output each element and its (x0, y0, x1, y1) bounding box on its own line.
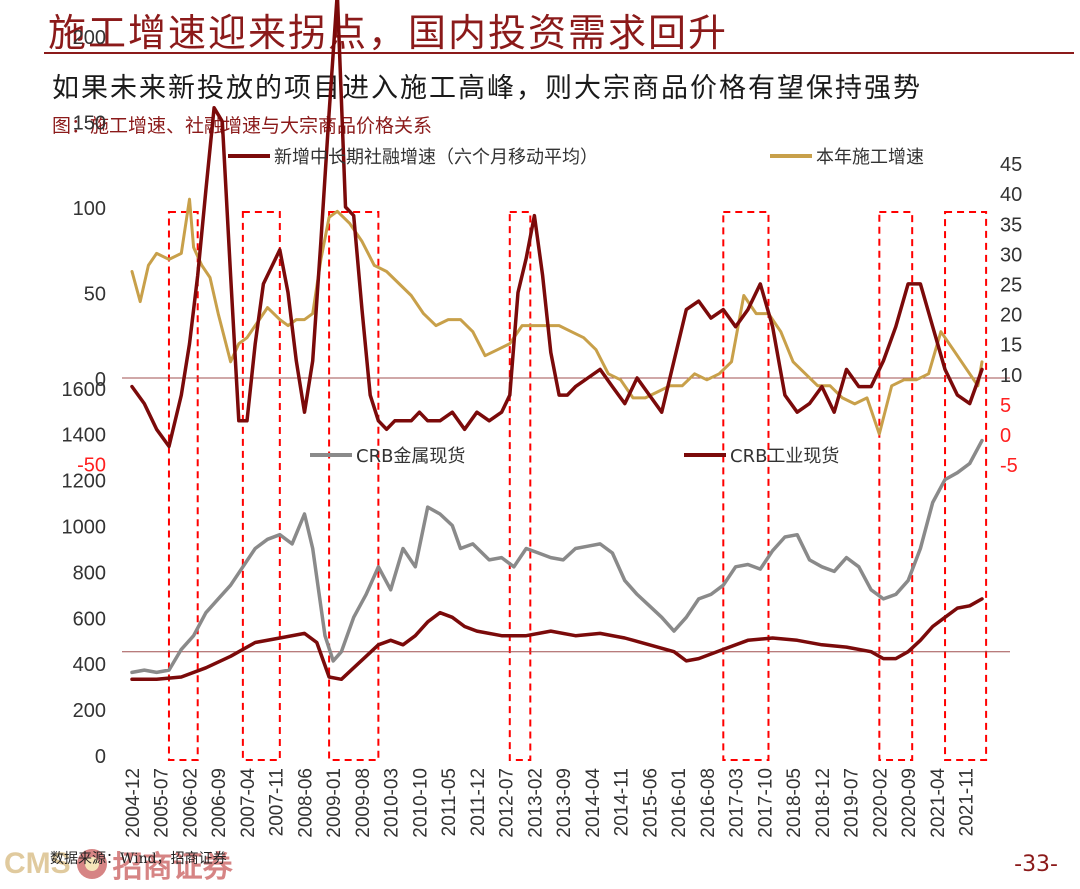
x-tick-label: 2014-04 (583, 768, 604, 838)
bottom-tick-label: 800 (73, 562, 106, 584)
x-tick-label: 2009-08 (353, 768, 374, 838)
page-number: -33- (1014, 852, 1058, 877)
bottom-tick-label: 1600 (62, 379, 107, 401)
figure-title: 图：施工增速、社融增速与大宗商品价格关系 (52, 115, 433, 137)
right-tick-label: 20 (1000, 305, 1022, 327)
highlight-box-2 (328, 211, 380, 761)
legend-crb-metals-label: CRB金属现货 (356, 446, 465, 467)
right-tick-label: 35 (1000, 214, 1022, 236)
highlight-box-5 (878, 211, 914, 761)
title-divider (44, 52, 1074, 54)
x-tick-label: 2005-07 (152, 768, 173, 838)
x-tick-label: 2008-06 (295, 768, 316, 838)
company-logo: CMS 招商证券 (4, 842, 233, 886)
x-tick-label: 2018-05 (784, 768, 805, 838)
legend-construction-growth-label: 本年施工增速 (816, 147, 924, 168)
highlight-box-6 (944, 211, 988, 761)
x-tick-label: 2017-10 (755, 768, 776, 838)
highlight-box-1 (241, 211, 281, 761)
bottom-tick-label: 1000 (62, 517, 107, 539)
series-line-crb-metals (130, 438, 984, 675)
x-tick-label: 2016-08 (698, 768, 719, 838)
x-tick-label: 2010-10 (410, 768, 431, 838)
x-tick-label: 2013-02 (525, 768, 546, 838)
right-tick-label: 15 (1000, 335, 1022, 357)
page-title: 施工增速迎来拐点，国内投资需求回升 (48, 11, 729, 55)
logo-cms-text: CMS (4, 847, 71, 880)
x-tick-label: 2006-09 (209, 768, 230, 838)
x-tick-label: 2017-03 (727, 768, 748, 838)
x-tick-label: 2014-11 (612, 768, 633, 836)
right-tick-label: 5 (1000, 395, 1011, 417)
x-tick-label: 2009-01 (324, 768, 345, 838)
bottom-tick-label: 1200 (62, 471, 107, 493)
highlight-box-4 (722, 211, 770, 761)
x-tick-label: 2021-11 (957, 768, 978, 836)
x-tick-label: 2019-07 (842, 768, 863, 838)
x-tick-label: 2020-02 (870, 768, 891, 838)
highlight-box-3 (508, 211, 532, 761)
logo-company-name: 招商证券 (112, 850, 233, 885)
logo-emblem-icon (76, 849, 107, 879)
x-tick-label: 2013-09 (554, 768, 575, 838)
x-tick-label: 2004-12 (123, 768, 144, 838)
right-tick-label: -5 (1000, 455, 1018, 477)
x-tick-label: 2007-04 (238, 768, 259, 838)
right-tick-label: 25 (1000, 275, 1022, 297)
x-tick-label: 2016-01 (669, 768, 690, 838)
x-tick-label: 2012-07 (497, 768, 518, 838)
top-left-tick-label: 50 (84, 284, 106, 306)
right-tick-label: 40 (1000, 184, 1022, 206)
bottom-tick-label: 0 (95, 746, 106, 768)
x-tick-label: 2021-04 (928, 768, 949, 838)
top-left-tick-label: 0 (95, 369, 106, 391)
top-left-tick-label: 150 (73, 113, 106, 135)
x-tick-label: 2015-06 (640, 768, 661, 838)
legend-social-financing-label: 新增中长期社融增速（六个月移动平均） (274, 147, 598, 168)
legend-crb-industrial-label: CRB工业现货 (730, 446, 839, 467)
series-line-social-financing-growth (130, 0, 984, 449)
data-source: 数据来源：Wind，招商证券 (50, 851, 227, 867)
bottom-tick-label: 400 (73, 654, 106, 676)
x-tick-label: 2011-12 (468, 768, 489, 836)
bottom-tick-label: 600 (73, 608, 106, 630)
x-tick-label: 2011-05 (439, 768, 460, 836)
bottom-tick-label: 1400 (62, 425, 107, 447)
series-line-construction-growth (130, 197, 984, 436)
x-tick-label: 2006-02 (180, 768, 201, 838)
right-tick-label: 10 (1000, 365, 1022, 387)
page-subtitle: 如果未来新投放的项目进入施工高峰，则大宗商品价格有望保持强势 (52, 73, 922, 104)
x-tick-label: 2010-03 (382, 768, 403, 838)
x-tick-label: 2018-12 (813, 768, 834, 838)
top-left-tick-label: 200 (73, 27, 106, 49)
right-tick-label: 30 (1000, 244, 1022, 266)
highlight-box-0 (167, 211, 199, 761)
right-tick-label: 45 (1000, 154, 1022, 176)
bottom-tick-label: 200 (73, 700, 106, 722)
x-tick-label: 2007-11 (267, 768, 288, 836)
right-tick-label: 0 (1000, 425, 1011, 447)
x-tick-label: 2020-09 (899, 768, 920, 838)
series-line-crb-industrial (130, 597, 984, 682)
top-left-tick-label: 100 (73, 198, 106, 220)
top-left-tick-label: -50 (77, 455, 106, 477)
